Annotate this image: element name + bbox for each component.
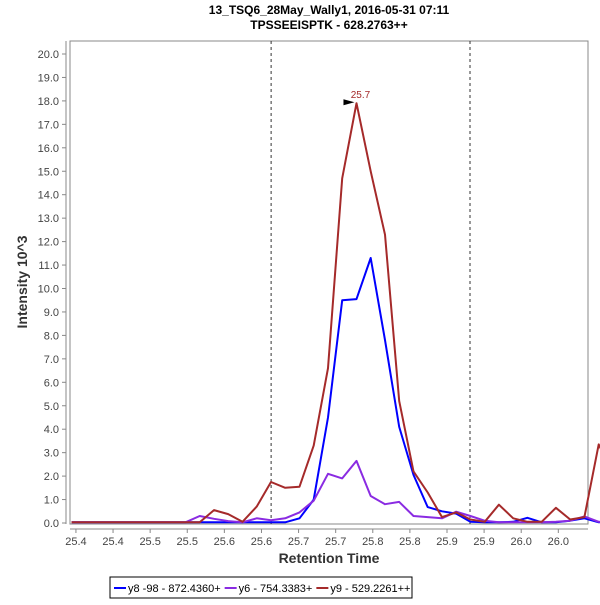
y-tick-label: 8.0 [44,330,59,342]
x-tick-label: 25.4 [102,536,123,548]
y-tick-label: 5.0 [44,401,59,413]
x-tick-label: 25.6 [214,536,235,548]
x-tick-label: 25.7 [288,536,309,548]
y-tick-label: 20.0 [38,49,59,61]
x-tick-label: 25.8 [399,536,420,548]
y-tick-label: 12.0 [38,237,59,249]
y-tick-label: 19.0 [38,72,59,84]
x-tick-label: 25.9 [436,536,457,548]
chart-subtitle: TPSSEEISPTK - 628.2763++ [250,18,407,32]
y-tick-label: 0.0 [44,518,59,530]
legend: y8 -98 - 872.4360+ y6 - 754.3383+ y9 - 529… [110,577,412,598]
y-tick-label: 11.0 [38,260,59,272]
x-tick-label: 26.0 [510,536,531,548]
plot-area [70,41,588,524]
legend-item-label: y8 -98 - 872.4360+ [128,583,221,595]
legend-item-label: y9 - 529.2261++ [330,583,410,595]
y-tick-label: 9.0 [44,307,59,319]
x-tick-label: 25.8 [362,536,383,548]
x-tick-label: 25.4 [65,536,86,548]
y-tick-label: 16.0 [38,143,59,155]
y-tick-label: 14.0 [38,190,59,202]
y-tick-label: 10.0 [38,284,59,296]
y-tick-label: 17.0 [38,119,59,131]
x-tick-label: 25.9 [473,536,494,548]
x-tick-label: 26.0 [548,536,569,548]
y-tick-label: 18.0 [38,96,59,108]
chart-title: 13_TSQ6_28May_Wally1, 2016-05-31 07:11 [209,3,450,17]
y-tick-label: 4.0 [44,424,59,436]
x-tick-label: 25.5 [177,536,198,548]
y-tick-label: 3.0 [44,448,59,460]
y-axis-label: Intensity 10^3 [14,235,30,328]
x-tick-label: 25.5 [139,536,160,548]
y-tick-label: 2.0 [44,471,59,483]
y-tick-label: 1.0 [44,495,59,507]
peak-label: 25.7 [351,90,371,101]
y-tick-label: 7.0 [44,354,59,366]
y-tick-label: 13.0 [38,213,59,225]
x-axis-label: Retention Time [279,550,380,566]
y-tick-label: 6.0 [44,377,59,389]
y-tick-label: 15.0 [38,166,59,178]
legend-item-label: y6 - 754.3383+ [239,583,313,595]
x-tick-label: 25.7 [325,536,346,548]
x-tick-label: 25.6 [251,536,272,548]
